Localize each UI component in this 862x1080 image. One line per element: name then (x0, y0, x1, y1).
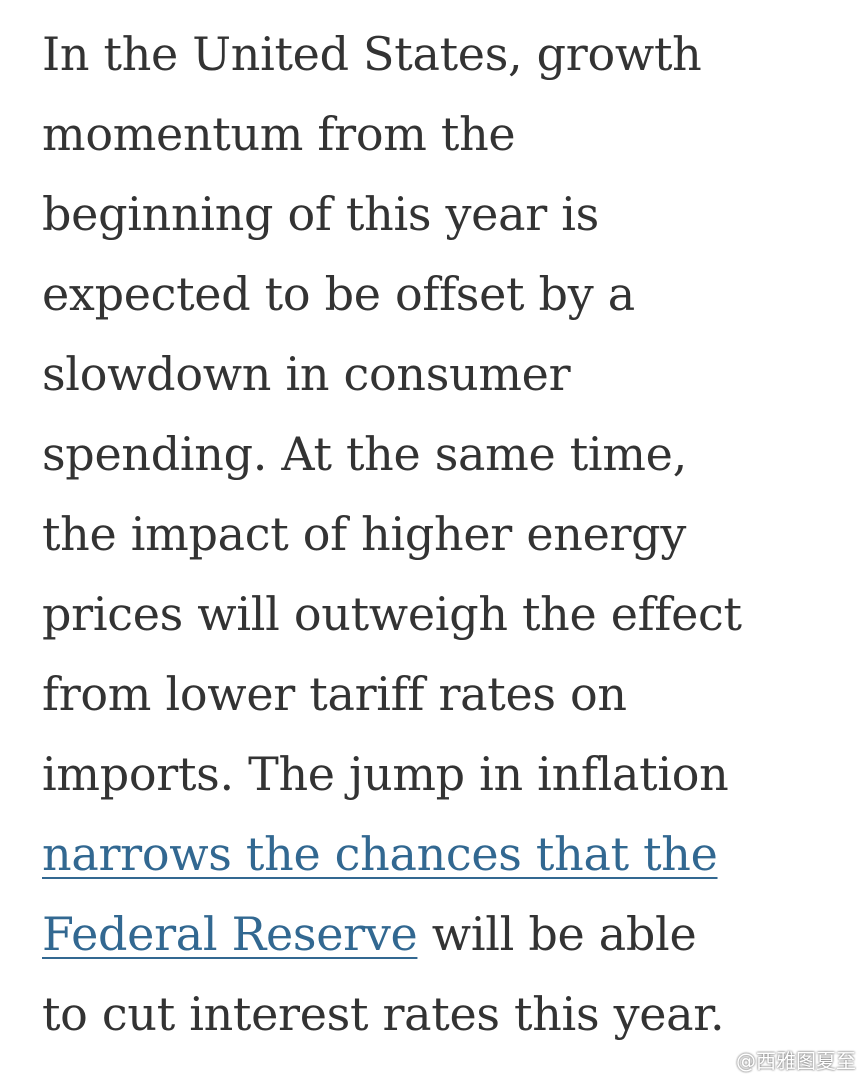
text-line: slowdown in consumer (42, 347, 571, 401)
article-paragraph: In the United States, growth momentum fr… (42, 14, 842, 1054)
weibo-icon (708, 1051, 731, 1069)
text-line-link: narrows the chances that the (42, 814, 842, 894)
federal-reserve-link-part-1[interactable]: narrows the chances that the (42, 827, 718, 881)
text-after-link: will be able (417, 907, 697, 961)
watermark: @西雅图夏至 (708, 1045, 856, 1074)
text-line: beginning of this year is (42, 187, 599, 241)
text-line: imports. The jump in inflation (42, 747, 729, 801)
text-line: to cut interest rates this year. (42, 987, 725, 1041)
text-line: momentum from the (42, 107, 516, 161)
watermark-text: @西雅图夏至 (736, 1049, 856, 1073)
text-line: spending. At the same time, (42, 427, 687, 481)
text-line: prices will outweigh the effect (42, 587, 742, 641)
text-line: the impact of higher energy (42, 507, 687, 561)
text-line-link: Federal Reserve will be able (42, 894, 842, 974)
text-line: In the United States, growth (42, 27, 702, 81)
federal-reserve-link-part-2[interactable]: Federal Reserve (42, 907, 418, 961)
text-line: from lower tariff rates on (42, 667, 627, 721)
text-line: expected to be offset by a (42, 267, 635, 321)
